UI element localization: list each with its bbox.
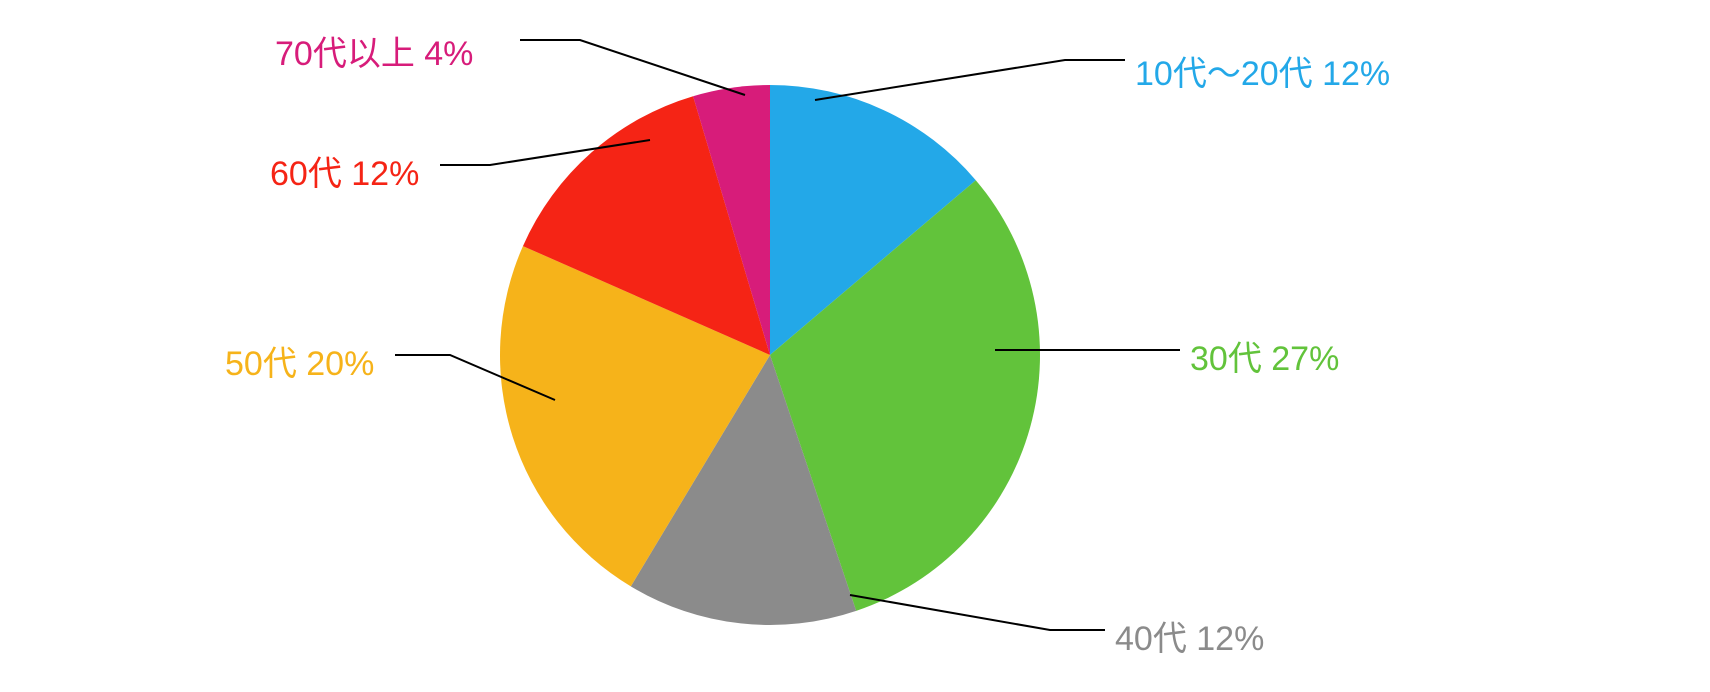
leader-line-2 [850, 595, 1105, 630]
pie-label-0: 10代〜20代 12% [1135, 55, 1390, 93]
pie-label-5: 70代以上 4% [275, 35, 473, 73]
leader-line-5 [520, 40, 745, 95]
pie-label-3: 50代 20% [225, 345, 374, 383]
pie-label-4: 60代 12% [270, 155, 419, 193]
pie-label-2: 40代 12% [1115, 620, 1264, 658]
leader-line-0 [815, 60, 1125, 100]
pie-chart: 10代〜20代 12% 30代 27% 40代 12% 50代 20% 60代 12% 7… [0, 0, 1710, 692]
pie-label-1: 30代 27% [1190, 340, 1339, 378]
